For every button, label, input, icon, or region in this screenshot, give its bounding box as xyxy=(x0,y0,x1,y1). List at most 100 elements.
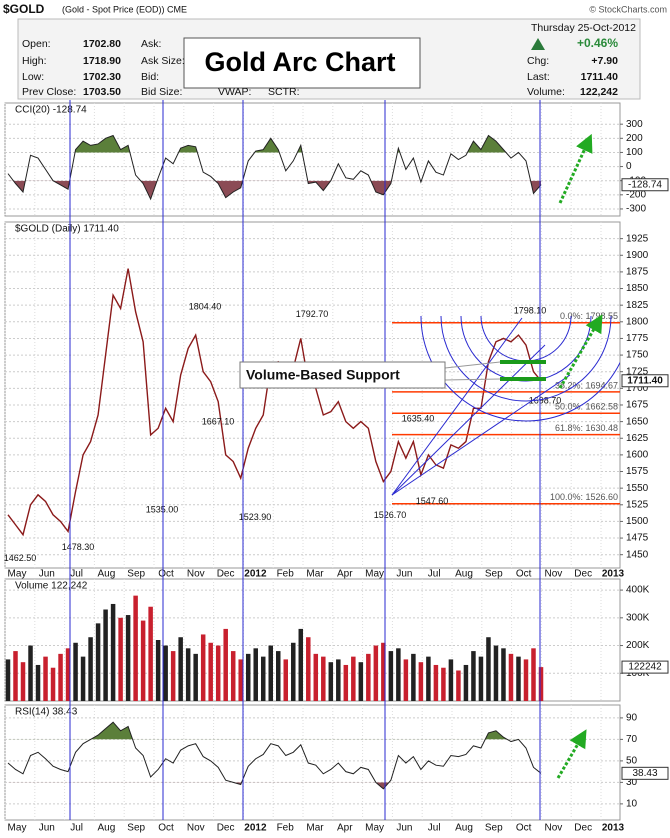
volume-bar xyxy=(276,651,281,701)
fib-label: 61.8%: 1630.48 xyxy=(555,423,618,433)
panel xyxy=(4,221,621,569)
stat-label: Last: xyxy=(527,71,550,83)
trend-arrow xyxy=(558,314,603,389)
volume-bar xyxy=(20,662,26,701)
series-line xyxy=(7,721,542,790)
volume-bar xyxy=(381,642,386,701)
quote-label: Open: xyxy=(22,38,51,50)
last-value: 122242 xyxy=(628,662,662,673)
volume-bar xyxy=(463,664,469,701)
volume-bar xyxy=(260,656,266,701)
y-tick-label: 1550 xyxy=(626,483,649,494)
stat-value: +7.90 xyxy=(591,55,618,67)
x-tick-label: 2012 xyxy=(244,569,267,580)
volume-bar xyxy=(306,637,311,701)
volume-bar xyxy=(388,651,394,701)
y-tick-label: 1850 xyxy=(626,283,649,294)
volume-bar xyxy=(65,648,71,701)
quote-value: 1703.50 xyxy=(83,86,121,98)
x-tick-label: Sep xyxy=(127,569,145,580)
y-tick-label: 1700 xyxy=(626,383,649,394)
quote-value: 1718.90 xyxy=(83,55,121,67)
volume-bar xyxy=(441,667,446,701)
shade xyxy=(8,722,541,740)
y-tick-label: 1600 xyxy=(626,450,649,461)
quote-value: 1702.30 xyxy=(83,71,121,83)
x-tick-label: Jul xyxy=(70,823,83,834)
volume-bar xyxy=(95,623,101,701)
x-tick-label: Nov xyxy=(545,823,563,834)
x-tick-label: Jun xyxy=(396,823,412,834)
volume-bar xyxy=(103,609,108,701)
volume-bar xyxy=(245,653,251,701)
volume-bar xyxy=(448,659,454,701)
y-tick-label: 90 xyxy=(626,713,638,724)
description: (Gold - Spot Price (EOD)) CME xyxy=(62,4,187,14)
y-tick-label: 100 xyxy=(626,147,643,158)
callout-box xyxy=(239,361,446,389)
y-tick-label: 50 xyxy=(626,756,638,767)
x-tick-label: Dec xyxy=(574,823,592,834)
volume-bar xyxy=(403,659,409,701)
volume-bar xyxy=(58,653,63,701)
y-tick-label: 1775 xyxy=(626,333,649,344)
up-arrow xyxy=(531,38,545,50)
volume-bar xyxy=(373,645,379,701)
x-tick-label: Nov xyxy=(187,823,205,834)
x-tick-label: Nov xyxy=(545,569,563,580)
panel xyxy=(4,102,621,217)
quote-label: Ask: xyxy=(141,38,161,50)
price-label: 1523.90 xyxy=(239,512,272,522)
trend-arrow xyxy=(556,729,587,779)
volume-bar xyxy=(433,664,439,701)
price-label: 1535.00 xyxy=(146,505,179,515)
y-tick-label: 1625 xyxy=(626,433,649,444)
volume-bar xyxy=(253,648,258,701)
price-label: 1804.40 xyxy=(189,301,222,311)
x-tick-label: Aug xyxy=(455,569,473,580)
last-value-box xyxy=(621,178,669,192)
volume-bar xyxy=(411,653,416,701)
series-line xyxy=(7,134,542,201)
x-tick-label: Jul xyxy=(70,569,83,580)
y-tick-label: 1500 xyxy=(626,516,649,527)
volume-bar xyxy=(358,662,364,701)
chart-title: Gold Arc Chart xyxy=(204,47,395,77)
y-tick-label: 400K xyxy=(626,585,650,596)
y-tick-label: 70 xyxy=(626,734,638,745)
volume-bar xyxy=(456,670,461,701)
copyright: © StockCharts.com xyxy=(589,4,667,14)
x-tick-label: 2012 xyxy=(244,823,267,834)
quote-label: VWAP: xyxy=(218,86,251,98)
panel xyxy=(4,704,621,821)
volume-bar xyxy=(73,642,78,701)
volume-bar xyxy=(418,662,424,701)
fib-label: 0.0%: 1798.55 xyxy=(560,311,618,321)
volume-bar xyxy=(291,642,296,701)
fib-label: 50.0%: 1662.58 xyxy=(555,402,618,412)
stat-label: Volume: xyxy=(527,86,565,98)
volume-bar xyxy=(178,637,183,701)
y-tick-label: 1750 xyxy=(626,350,649,361)
volume-bar xyxy=(125,615,131,701)
last-value: -128.74 xyxy=(628,179,662,190)
price-label: 1547.60 xyxy=(416,496,449,506)
x-tick-label: Jun xyxy=(39,569,55,580)
x-tick-label: Feb xyxy=(277,569,295,580)
x-tick-label: Sep xyxy=(485,569,503,580)
quote-label: Low: xyxy=(22,71,44,83)
volume-bar xyxy=(110,603,116,701)
volume-bar xyxy=(140,620,146,701)
quote-label: Bid: xyxy=(141,71,159,83)
volume-bar xyxy=(238,659,243,701)
volume-bar xyxy=(343,664,349,701)
y-tick-label: 1650 xyxy=(626,416,649,427)
y-tick-label: -200 xyxy=(626,189,646,200)
date: Thursday 25-Oct-2012 xyxy=(531,22,636,34)
price-label: 1698.70 xyxy=(529,396,562,406)
volume-bar xyxy=(508,653,514,701)
x-tick-label: Dec xyxy=(217,569,235,580)
x-tick-label: 2013 xyxy=(602,823,625,834)
x-tick-label: 2013 xyxy=(602,569,625,580)
